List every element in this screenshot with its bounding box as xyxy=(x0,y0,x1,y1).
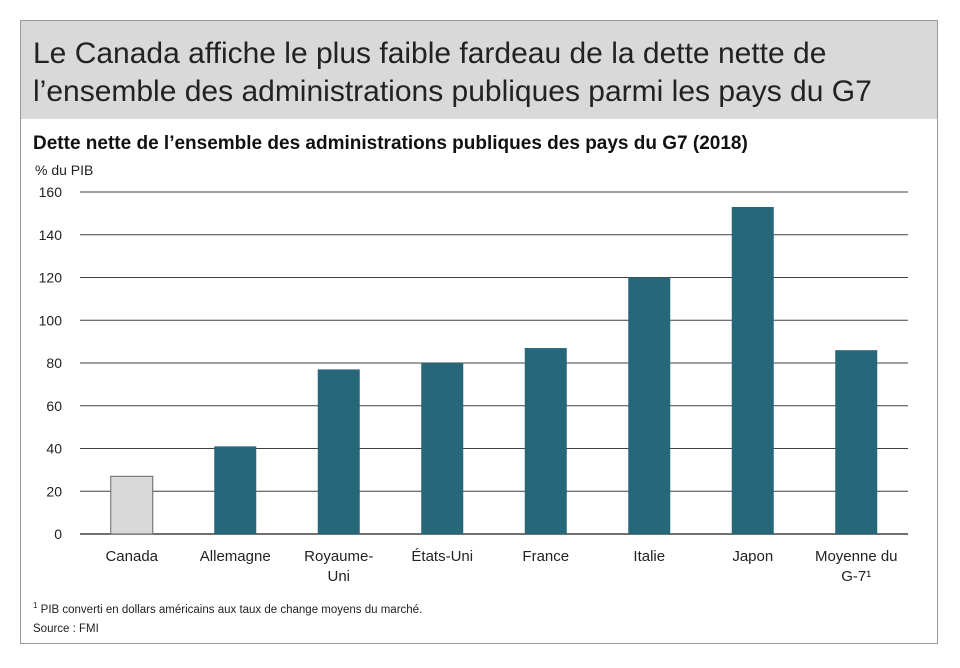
x-tick-label: Moyenne du xyxy=(815,548,898,565)
bar-4 xyxy=(524,348,567,534)
headline-line-2: l’ensemble des administrations publiques… xyxy=(33,75,872,108)
y-tick-label: 20 xyxy=(46,483,62,499)
y-axis-unit-label: % du PIB xyxy=(35,162,94,178)
chart-frame: Le Canada affiche le plus faible fardeau… xyxy=(20,20,938,644)
x-tick-label: Canada xyxy=(105,548,158,565)
y-tick-label: 40 xyxy=(46,441,62,457)
bar-3 xyxy=(421,363,464,534)
x-tick-label: France xyxy=(522,548,569,565)
footnote-text: PIB converti en dollars américains aux t… xyxy=(40,603,423,616)
footnote: 1 PIB converti en dollars américains aux… xyxy=(33,601,422,616)
y-tick-label: 0 xyxy=(54,526,62,542)
y-tick-label: 120 xyxy=(39,270,63,286)
chart-title: Dette nette de l’ensemble des administra… xyxy=(33,133,748,154)
x-tick-label: G-7¹ xyxy=(841,568,871,585)
source-note: Source : FMI xyxy=(33,623,99,635)
y-tick-label: 140 xyxy=(39,227,63,243)
y-tick-label: 100 xyxy=(39,312,63,328)
headline-banner: Le Canada affiche le plus faible fardeau… xyxy=(21,21,937,119)
y-tick-label: 60 xyxy=(46,398,62,414)
y-tick-label: 160 xyxy=(39,184,63,200)
x-tick-label: Royaume- xyxy=(304,548,373,565)
bar-6 xyxy=(731,206,774,534)
x-tick-label: Italie xyxy=(633,548,665,565)
footnote-marker: 1 xyxy=(33,601,38,610)
x-tick-label: Allemagne xyxy=(200,548,271,565)
bar-0 xyxy=(110,475,154,535)
headline-line-1: Le Canada affiche le plus faible fardeau… xyxy=(33,37,827,70)
bar-2 xyxy=(317,369,360,534)
y-tick-label: 80 xyxy=(46,355,62,371)
bar-1 xyxy=(214,446,257,534)
x-tick-label: États-Uni xyxy=(411,548,473,565)
bar-5 xyxy=(628,277,671,534)
bar-7 xyxy=(835,350,878,534)
x-tick-label: Japon xyxy=(732,548,773,565)
x-tick-label: Uni xyxy=(327,568,350,585)
